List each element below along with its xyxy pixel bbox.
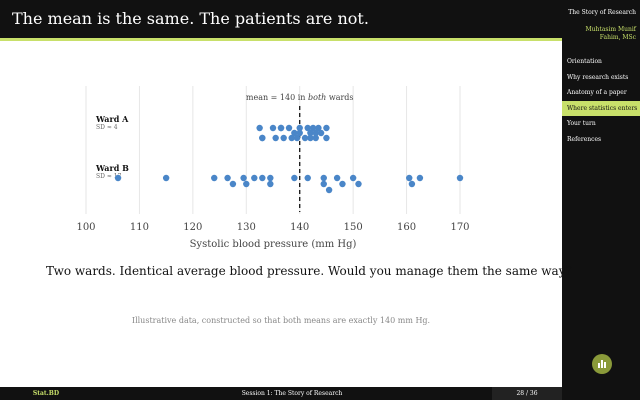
data-point bbox=[304, 174, 311, 182]
x-tick-label: 100 bbox=[76, 222, 95, 233]
data-point bbox=[312, 134, 319, 142]
chart-icon bbox=[604, 362, 606, 368]
deck-title: The Story of Research bbox=[568, 9, 636, 16]
data-point bbox=[307, 129, 314, 137]
nav-item-references[interactable]: References bbox=[567, 135, 602, 143]
data-point bbox=[285, 124, 293, 132]
data-point bbox=[323, 124, 330, 132]
data-point bbox=[251, 174, 258, 182]
data-point bbox=[315, 124, 322, 132]
data-point bbox=[312, 129, 319, 137]
data-point bbox=[243, 180, 250, 188]
sidebar: The Story of Research Muhtasim Munif Fah… bbox=[562, 0, 640, 387]
x-tick-label: 140 bbox=[290, 222, 309, 233]
data-point bbox=[323, 134, 330, 142]
data-point bbox=[269, 124, 277, 132]
data-point bbox=[296, 129, 303, 137]
header-accent-line bbox=[0, 38, 562, 41]
x-tick-label: 120 bbox=[183, 222, 202, 233]
nav-item-why-research-exists[interactable]: Why research exists bbox=[567, 73, 629, 81]
data-point bbox=[240, 174, 247, 182]
x-tick-label: 170 bbox=[450, 222, 469, 233]
series-sd-label: SD ≈ 4 bbox=[96, 124, 118, 131]
x-axis-label: Systolic blood pressure (mm Hg) bbox=[190, 239, 357, 250]
series-name-label: Ward B bbox=[95, 163, 129, 173]
nav-item-anatomy-of-a-paper[interactable]: Anatomy of a paper bbox=[567, 89, 627, 96]
mean-label: mean = 140 in both wards bbox=[246, 93, 354, 102]
chart-icon bbox=[598, 363, 600, 368]
nav-item-orientation[interactable]: Orientation bbox=[567, 58, 602, 65]
footer-bar: Stat.BD Session 1: The Story of Research… bbox=[0, 387, 640, 400]
section-nav: Orientation Why research exists Anatomy … bbox=[562, 54, 640, 147]
data-point bbox=[320, 174, 327, 182]
series-name-label: Ward A bbox=[95, 114, 129, 124]
data-point bbox=[259, 174, 266, 182]
slide-header: The mean is the same. The patients are n… bbox=[0, 0, 562, 38]
data-point bbox=[309, 124, 317, 132]
data-point bbox=[277, 124, 285, 132]
data-point bbox=[229, 180, 237, 188]
data-point bbox=[320, 180, 327, 188]
data-point bbox=[355, 180, 362, 188]
data-point bbox=[317, 129, 325, 137]
x-tick-label: 130 bbox=[237, 222, 256, 233]
data-point bbox=[416, 174, 424, 182]
data-point bbox=[293, 134, 301, 142]
data-point bbox=[211, 174, 218, 182]
data-point bbox=[291, 129, 298, 137]
data-point bbox=[406, 174, 413, 182]
x-tick-label: 150 bbox=[344, 222, 363, 233]
data-point bbox=[267, 180, 274, 188]
x-tick-label: 160 bbox=[397, 222, 416, 233]
data-point bbox=[267, 174, 274, 182]
author-name: Muhtasim Munif Fahim, MSc bbox=[585, 26, 636, 41]
data-point bbox=[224, 174, 231, 182]
nav-item-your-turn[interactable]: Your turn bbox=[567, 120, 596, 127]
data-point bbox=[280, 134, 287, 142]
data-point bbox=[256, 124, 263, 132]
nav-item-where-statistics-enters[interactable]: Where statistics enters bbox=[562, 100, 640, 116]
data-point bbox=[288, 134, 295, 142]
data-point bbox=[333, 174, 341, 182]
data-point bbox=[291, 174, 298, 182]
data-note: Illustrative data, constructed so that b… bbox=[131, 316, 431, 325]
x-tick-label: 110 bbox=[130, 222, 149, 233]
chart-menu-button[interactable] bbox=[592, 354, 612, 374]
data-point bbox=[456, 174, 464, 182]
data-point bbox=[272, 134, 279, 142]
data-point bbox=[325, 186, 333, 194]
data-point bbox=[162, 174, 170, 182]
discussion-question: Two wards. Identical average blood press… bbox=[46, 264, 572, 278]
chart-icon bbox=[601, 360, 603, 368]
data-point bbox=[307, 134, 314, 142]
data-point bbox=[296, 124, 303, 132]
data-point bbox=[339, 180, 346, 188]
footer-brand: Stat.BD bbox=[32, 390, 60, 397]
data-point bbox=[304, 124, 311, 132]
data-point bbox=[301, 134, 309, 142]
blood-pressure-dot-chart: 100 110 120 130 140 150 160 170 Systolic blood p… bbox=[76, 86, 470, 250]
data-point bbox=[408, 180, 416, 188]
data-point bbox=[349, 174, 357, 182]
page-number: 28 / 36 bbox=[492, 387, 562, 400]
series-sd-label: SD ≈ 17 bbox=[96, 173, 122, 180]
slide-title: The mean is the same. The patients are n… bbox=[12, 9, 369, 28]
data-point bbox=[259, 134, 266, 142]
footer-session: Session 1: The Story of Research bbox=[241, 390, 343, 397]
data-point bbox=[114, 174, 122, 182]
